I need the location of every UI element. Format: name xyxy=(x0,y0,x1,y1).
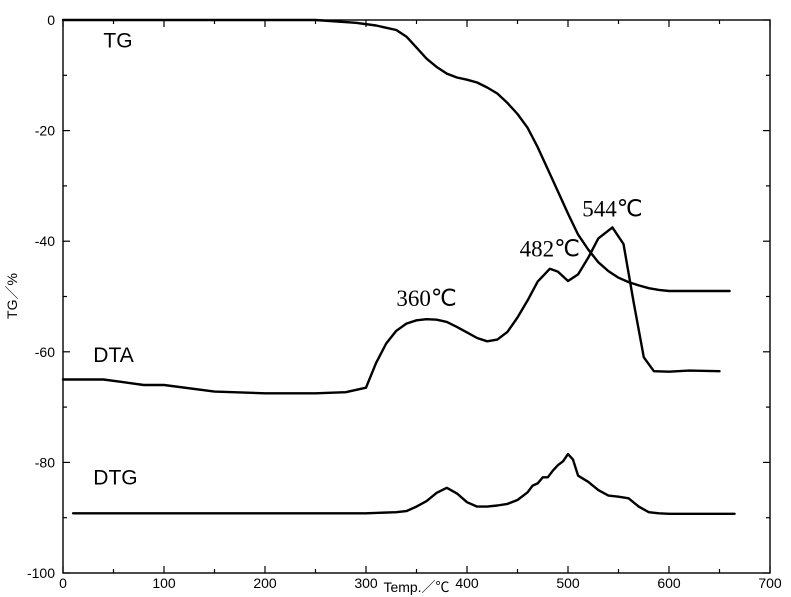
x-tick-label: 700 xyxy=(758,575,782,591)
dta-curve xyxy=(61,226,721,395)
peak-annotation: 482℃ xyxy=(520,237,580,262)
tg-series-label: TG xyxy=(103,30,132,53)
peak-annotation: 360℃ xyxy=(396,286,456,311)
y-tick-label: 0 xyxy=(47,12,55,28)
x-tick-label: 0 xyxy=(59,575,67,591)
y-axis-title: TG／% xyxy=(4,273,20,319)
x-tick-label: 500 xyxy=(556,575,580,591)
dta-series-label: DTA xyxy=(93,344,133,367)
dtg-curve xyxy=(71,452,736,515)
y-tick-label: -80 xyxy=(35,454,55,470)
tg-curve xyxy=(61,18,731,293)
peak-annotation: 544℃ xyxy=(582,196,642,221)
x-tick-label: 200 xyxy=(253,575,277,591)
tick-labels: 0 100 200 300 400 500 600 700 0 -20 -40 -60 -80 -100 xyxy=(27,12,782,591)
y-tick-label: -20 xyxy=(35,123,55,139)
y-tick-label: -40 xyxy=(35,233,55,249)
y-tick-label: -100 xyxy=(27,565,55,581)
x-tick-label: 600 xyxy=(657,575,681,591)
x-tick-label: 300 xyxy=(354,575,378,591)
series-labels: TG DTA DTG xyxy=(93,30,137,490)
x-tick-label: 400 xyxy=(455,575,479,591)
x-tick-label: 100 xyxy=(152,575,176,591)
series-lines xyxy=(61,18,736,515)
dtg-series-label: DTG xyxy=(93,467,137,490)
y-tick-label: -60 xyxy=(35,344,55,360)
x-axis-title: Temp.／℃ xyxy=(383,579,449,595)
